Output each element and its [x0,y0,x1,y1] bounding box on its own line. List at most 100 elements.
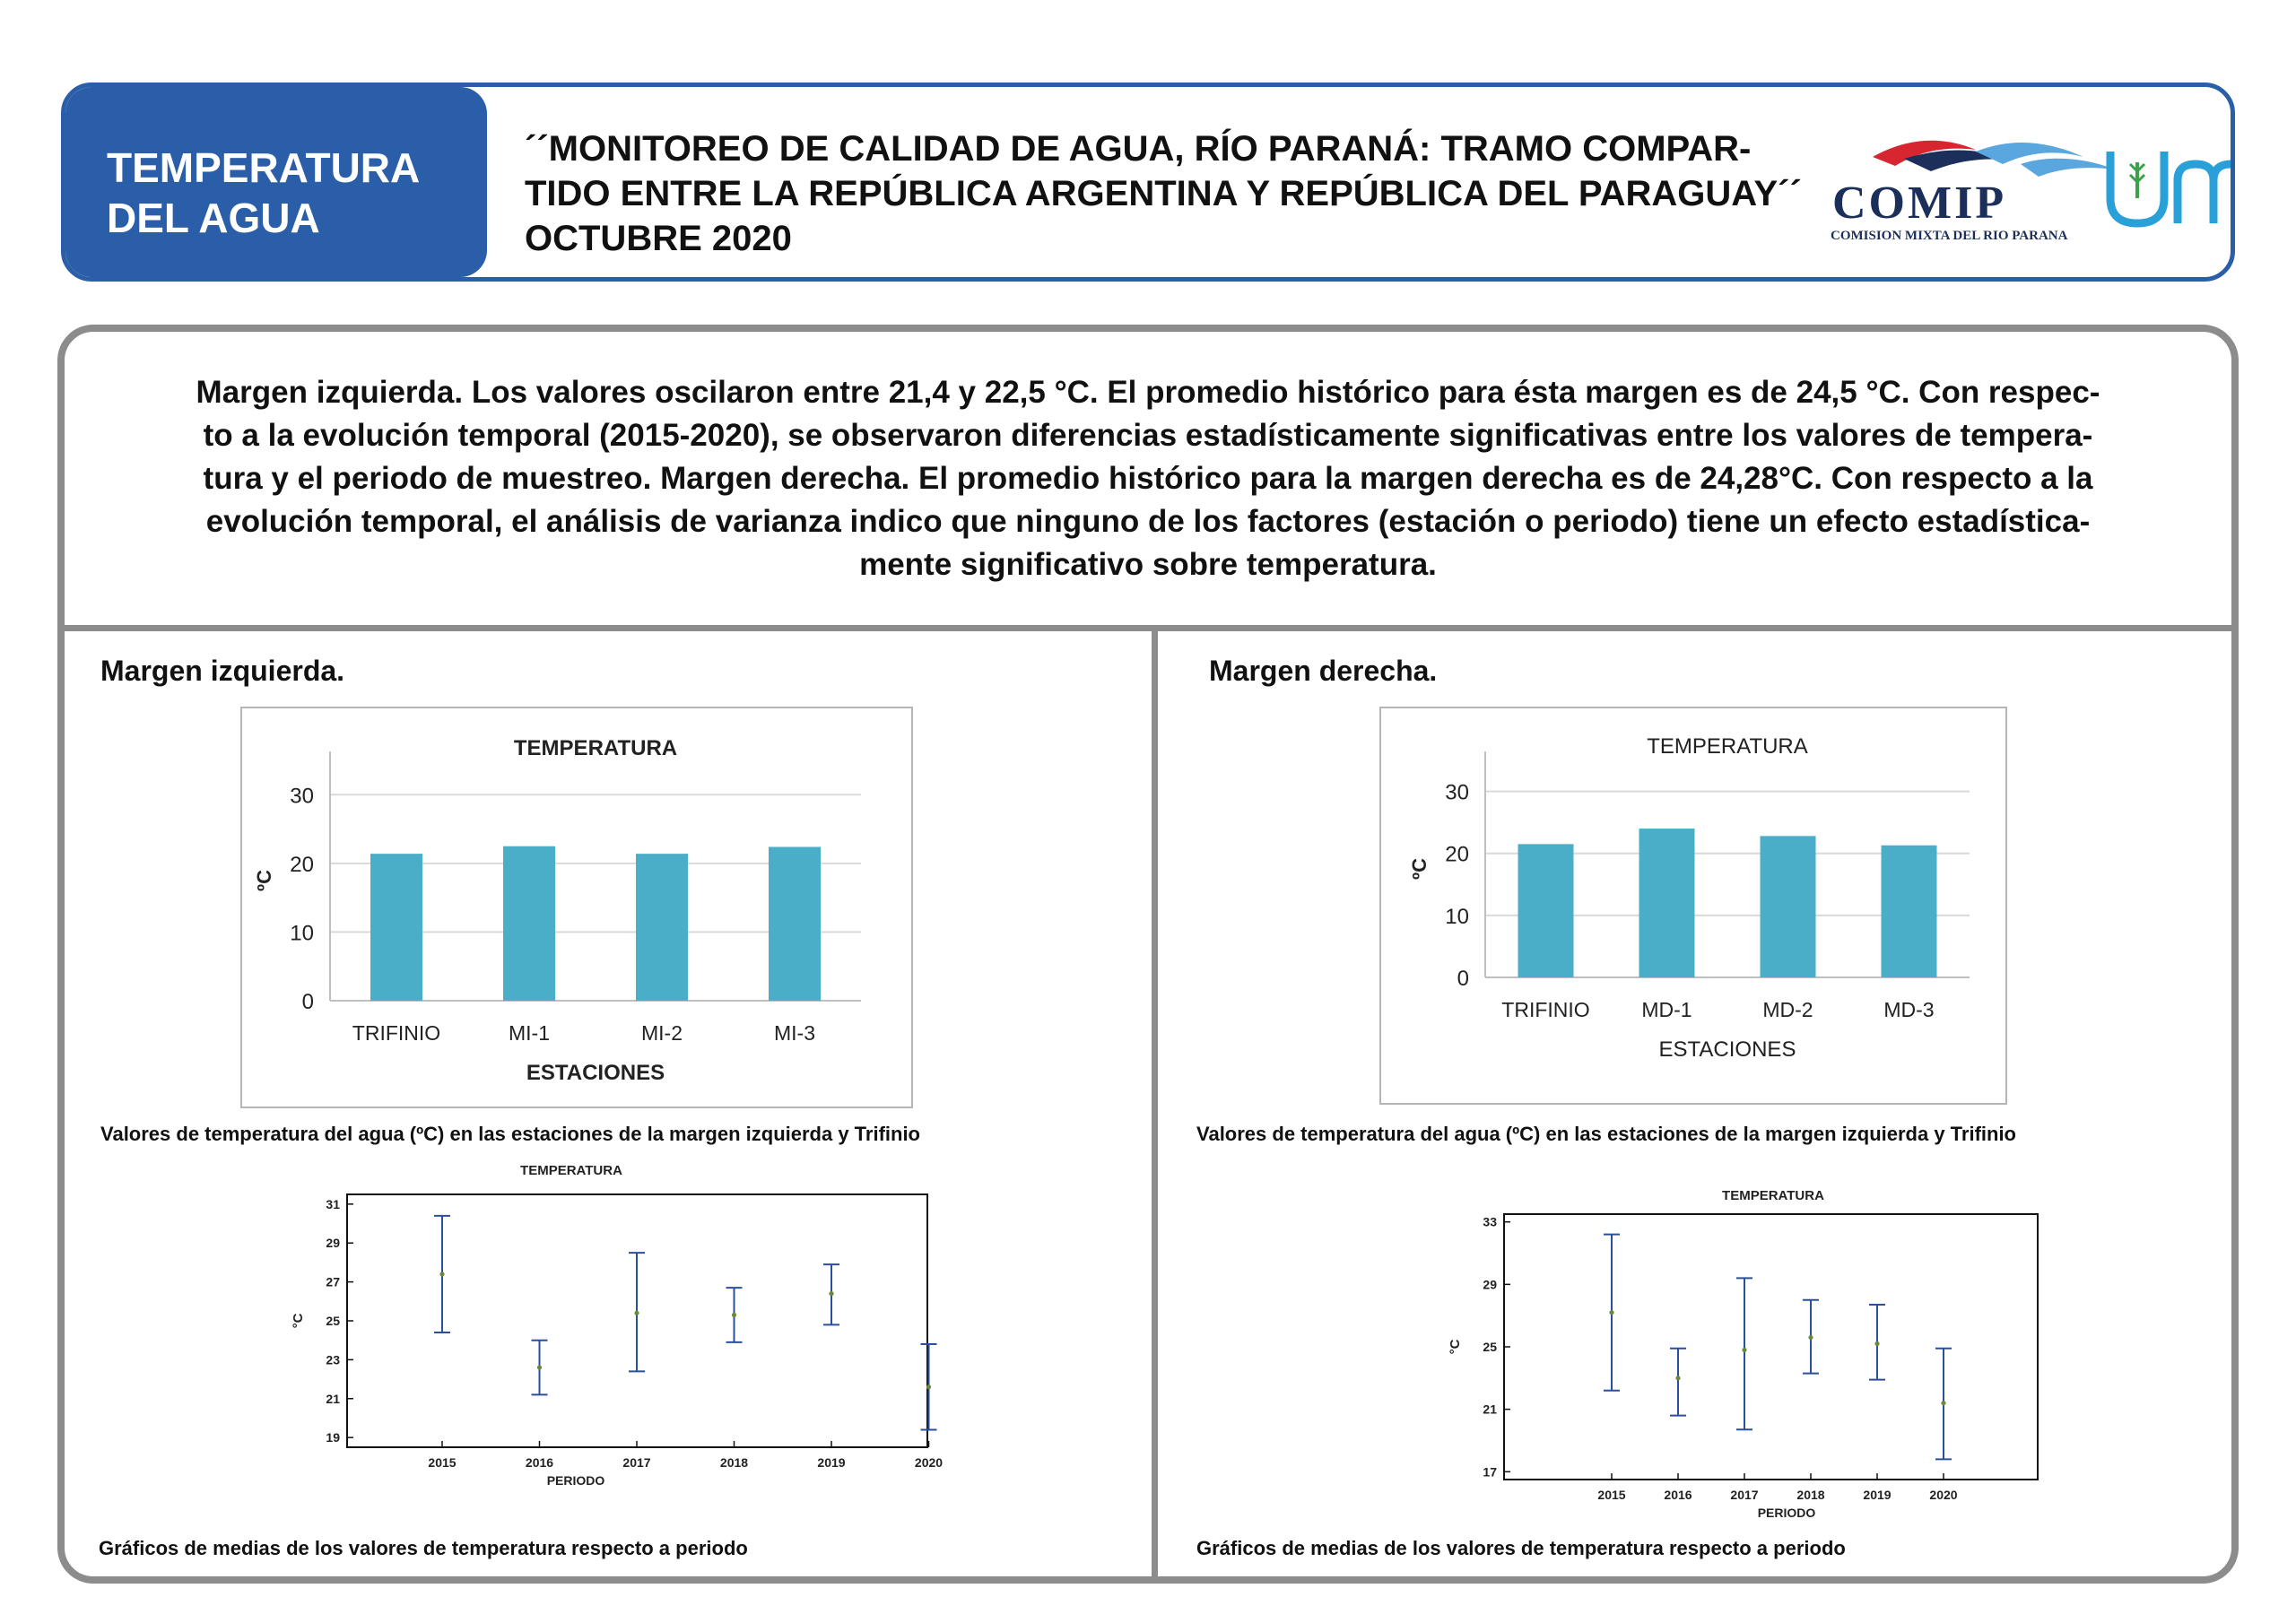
left-column-title: Margen izquierda. [100,655,345,687]
summary-line: mente significativo sobre temperatura. [859,547,1437,582]
y-tick-label: 21 [326,1392,340,1406]
report-title-line1: ´´MONITOREO DE CALIDAD DE AGUA, RÍO PARA… [525,129,1752,169]
bar [1760,836,1816,977]
section-title: TEMPERATURA DEL AGUA [65,87,487,277]
left-bar-chart: TEMPERATURA 0 10 20 30 TRIFINIO MI-1 MI-2 MI-3 ES… [253,736,861,1085]
chart-title: TEMPERATURA [1647,734,1808,759]
left-means-caption: Gráficos de medias de los valores de tem… [99,1537,748,1559]
column-divider [1152,631,1158,1576]
y-tick-label: 30 [1445,781,1469,805]
chart-title: TEMPERATURA [514,736,677,760]
y-axis-label: °C [291,1313,306,1328]
x-tick-label: 2020 [1929,1488,1957,1502]
y-tick-label: 29 [326,1236,340,1250]
right-bar-chart: TEMPERATURA 0 10 20 30 TRIFINIO MD-1 MD-2 MD-3 ES… [1408,734,1970,1062]
report-title-line2: TIDO ENTRE LA REPÚBLICA ARGENTINA Y REPÚ… [525,174,1802,213]
left-bar-caption: Valores de temperatura del agua (ºC) en … [100,1123,920,1145]
x-axis-label: PERIODO [1758,1506,1816,1520]
y-axis-label: ºC [1408,858,1431,880]
bar [370,854,422,1001]
x-tick-label: 2019 [817,1455,845,1470]
x-tick-label: 2020 [915,1455,943,1470]
right-means-chart: TEMPERATURA 17 21 25 29 33 2015 2016 2017 2018 201… [1448,1188,2039,1520]
y-tick-label: 33 [1483,1215,1497,1229]
mean-point [1874,1341,1880,1347]
x-tick-label: MD-3 [1883,998,1934,1021]
mean-point [1675,1376,1681,1381]
mean-point [1808,1334,1813,1341]
mean-point [829,1291,834,1297]
comip-logo [1873,140,2115,177]
mean-point [1609,1310,1614,1315]
right-means-caption: Gráficos de medias de los valores de tem… [1196,1537,1846,1559]
comip-subtitle: COMISION MIXTA DEL RIO PARANA [1831,229,2068,243]
x-tick-label: 2018 [1796,1488,1824,1502]
x-tick-label: 2015 [1597,1488,1625,1502]
x-axis-label: PERIODO [547,1473,605,1488]
x-tick-label: 2019 [1863,1488,1891,1502]
x-tick-label: TRIFINIO [352,1021,440,1045]
x-tick-label: MD-2 [1762,998,1813,1021]
y-tick-label: 19 [326,1430,340,1445]
x-tick-label: 2018 [720,1455,748,1470]
section-title-line1: TEMPERATURA [107,144,421,191]
summary-line: tura y el periodo de muestreo. Margen de… [203,461,2093,496]
x-tick-label: 2016 [526,1455,553,1470]
y-tick-label: 20 [290,853,314,877]
summary-line: evolución temporal, el análisis de varia… [205,504,2091,539]
y-tick-label: 0 [302,990,314,1014]
comip-wordmark: COMIP [1832,178,2007,229]
y-tick-label: 10 [290,921,314,945]
x-tick-label: 2015 [428,1455,456,1470]
y-axis-label: °C [1448,1339,1463,1354]
x-tick-label: 2017 [622,1455,650,1470]
summary-line: Margen izquierda. Los valores oscilaron … [196,375,2100,410]
y-tick-label: 25 [1483,1340,1497,1354]
section-title-line2: DEL AGUA [107,195,320,241]
y-axis-label: ºC [253,870,275,891]
right-bar-chart-frame: TEMPERATURA 0 10 20 30 TRIFINIO MD-1 MD-2 MD-3 ES… [1379,707,2007,1105]
mean-point [926,1384,932,1390]
summary-text: Margen izquierda. Los valores oscilaron … [65,332,2231,631]
content-panel: Margen izquierda. Los valores oscilaron … [57,325,2239,1584]
chart-title: TEMPERATURA [520,1163,622,1178]
logos: COMIP COMISION MIXTA DEL RIO PARANA [1770,130,2231,247]
y-tick-label: 27 [326,1275,340,1289]
x-tick-label: MI-3 [774,1021,815,1045]
header-banner: TEMPERATURA DEL AGUA ´´MONITOREO DE CALI… [61,82,2235,282]
x-axis-label: ESTACIONES [526,1061,665,1085]
y-tick-label: 30 [290,784,314,808]
x-tick-label: MD-1 [1641,998,1692,1021]
mean-point [439,1271,445,1277]
bar [503,846,555,1001]
x-tick-label: 2016 [1664,1488,1692,1502]
x-tick-label: TRIFINIO [1501,998,1589,1021]
mean-point [1742,1347,1747,1353]
bar [1518,844,1574,977]
x-tick-label: 2017 [1730,1488,1758,1502]
y-tick-label: 23 [326,1352,340,1367]
y-tick-label: 31 [326,1197,340,1211]
mean-point [1941,1401,1946,1406]
y-tick-label: 21 [1483,1402,1497,1417]
y-tick-label: 25 [326,1314,340,1328]
mean-point [731,1312,737,1318]
x-tick-label: MI-1 [509,1021,550,1045]
right-bar-caption: Valores de temperatura del agua (ºC) en … [1196,1123,2016,1145]
plot-frame [1503,1213,2039,1480]
report-title: ´´MONITOREO DE CALIDAD DE AGUA, RÍO PARA… [525,126,1802,261]
summary-line: to a la evolución temporal (2015-2020), … [203,418,2093,453]
unam-logo [2106,152,2231,228]
x-axis-label: ESTACIONES [1659,1037,1796,1062]
bar [636,854,688,1001]
y-tick-label: 29 [1483,1277,1497,1291]
y-tick-label: 20 [1445,843,1469,867]
bar [1881,845,1937,977]
y-tick-label: 10 [1445,905,1469,929]
left-bar-chart-frame: TEMPERATURA 0 10 20 30 TRIFINIO MI-1 MI-2 MI-3 ES… [240,707,913,1108]
report-date: OCTUBRE 2020 [525,219,792,258]
chart-title: TEMPERATURA [1722,1188,1824,1203]
bar [769,846,821,1001]
y-tick-label: 17 [1483,1464,1497,1479]
mean-point [634,1310,639,1315]
